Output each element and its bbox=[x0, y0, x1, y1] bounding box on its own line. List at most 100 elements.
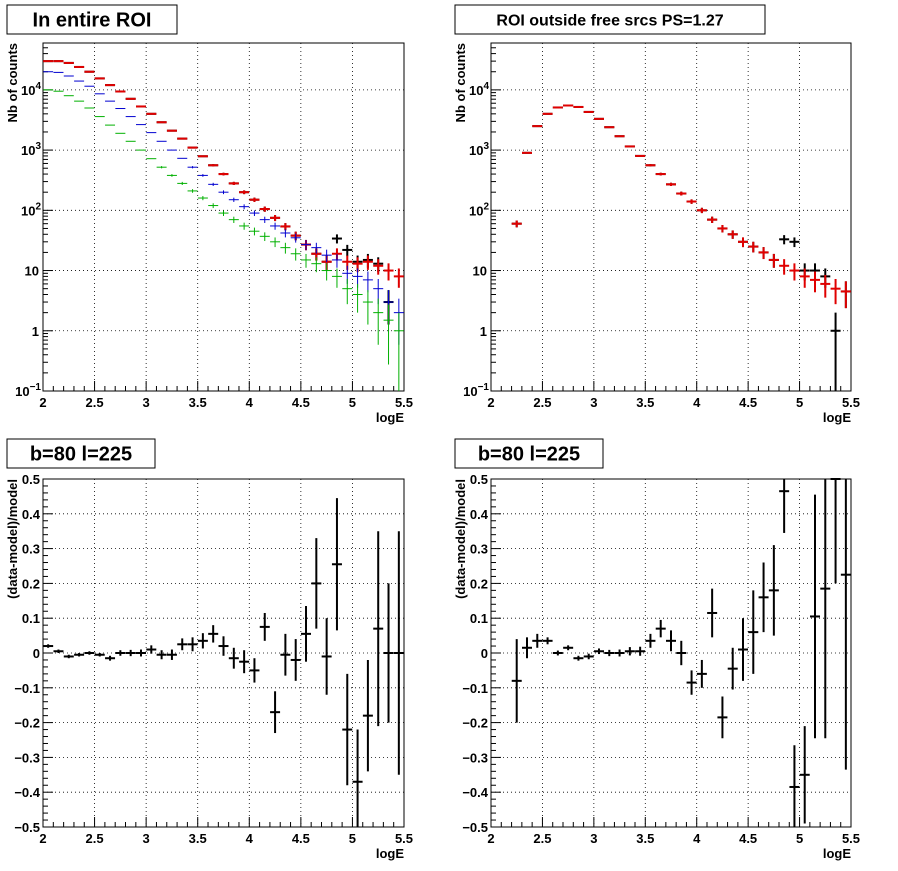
chart-title-box bbox=[454, 438, 604, 469]
data-point bbox=[583, 653, 594, 660]
x-tick-label: 5.5 bbox=[842, 395, 860, 410]
data-point bbox=[666, 182, 676, 186]
y-tick-label: −0.1 bbox=[462, 681, 488, 696]
x-tick-label: 5.5 bbox=[395, 831, 413, 846]
y-tick-label: −0.4 bbox=[462, 785, 488, 800]
data-point bbox=[228, 216, 239, 223]
data-point bbox=[270, 237, 281, 248]
data-point bbox=[840, 479, 851, 770]
x-tick-label: 4 bbox=[246, 831, 254, 846]
data-series-1 bbox=[43, 498, 404, 827]
y-axis-label: (data-model)/model bbox=[5, 479, 20, 599]
y-tick-label: 0.4 bbox=[22, 507, 41, 522]
data-point bbox=[758, 562, 769, 633]
x-tick-label: 3.5 bbox=[189, 831, 207, 846]
data-point bbox=[311, 257, 322, 273]
data-point bbox=[105, 655, 116, 661]
data-point bbox=[645, 164, 656, 167]
data-point bbox=[604, 649, 615, 657]
data-point bbox=[645, 633, 656, 648]
data-point bbox=[331, 253, 342, 268]
data-point bbox=[270, 214, 281, 222]
data-point bbox=[779, 479, 790, 533]
data-point bbox=[373, 259, 384, 275]
chart-title: b=80 l=225 bbox=[30, 444, 132, 466]
data-point bbox=[768, 545, 779, 636]
data-point bbox=[218, 172, 229, 176]
data-point bbox=[187, 166, 198, 169]
data-point bbox=[352, 729, 363, 827]
grid-lines bbox=[491, 43, 851, 391]
data-point bbox=[249, 197, 260, 202]
data-point bbox=[799, 268, 810, 288]
data-point bbox=[373, 298, 384, 345]
x-tick-label: 2 bbox=[487, 831, 494, 846]
data-point bbox=[696, 207, 707, 214]
data-point bbox=[758, 247, 769, 260]
data-point bbox=[270, 222, 281, 230]
data-point bbox=[373, 531, 384, 727]
y-axis-label: Nb of counts bbox=[453, 43, 468, 122]
data-point bbox=[779, 259, 790, 275]
chart-panel-1: 2 2.5 3 3.5 4 4.5 5 5.5 10−1 1 10 102 103 104 logE Nb o… bbox=[5, 4, 413, 425]
data-point bbox=[707, 216, 718, 223]
data-point bbox=[74, 653, 85, 657]
y-tick-label: 104 bbox=[469, 81, 489, 98]
data-point bbox=[43, 644, 54, 648]
data-point bbox=[331, 498, 342, 631]
data-point bbox=[156, 166, 167, 169]
data-point bbox=[259, 612, 270, 641]
data-point bbox=[614, 649, 625, 657]
data-point bbox=[311, 538, 322, 629]
data-point bbox=[166, 649, 177, 660]
data-point bbox=[301, 606, 312, 662]
data-point bbox=[239, 650, 250, 674]
data-point bbox=[280, 242, 291, 254]
data-point bbox=[820, 274, 831, 298]
y-tick-label: 0.1 bbox=[22, 611, 40, 626]
x-tick-label: 4 bbox=[246, 395, 254, 410]
data-point bbox=[331, 268, 342, 288]
data-point bbox=[321, 249, 332, 263]
y-tick-label: 10 bbox=[473, 264, 487, 279]
data-point bbox=[666, 630, 676, 652]
x-tick-label: 3.5 bbox=[189, 395, 207, 410]
data-point bbox=[187, 637, 198, 652]
data-point bbox=[748, 241, 759, 253]
chart-title: b=80 l=225 bbox=[478, 444, 580, 466]
data-point bbox=[135, 649, 146, 657]
data-point bbox=[362, 271, 373, 293]
data-point bbox=[342, 244, 353, 257]
x-tick-label: 2 bbox=[487, 395, 494, 410]
data-point bbox=[249, 658, 260, 683]
data-point bbox=[810, 271, 820, 293]
data-point bbox=[522, 637, 532, 659]
chart-title-box bbox=[6, 4, 178, 35]
data-point bbox=[738, 618, 748, 681]
data-point bbox=[228, 197, 239, 202]
data-point bbox=[197, 633, 208, 649]
data-point bbox=[676, 640, 687, 666]
data-point bbox=[383, 583, 394, 723]
y-tick-label: 0.3 bbox=[470, 542, 488, 557]
data-point bbox=[686, 670, 697, 695]
data-point bbox=[655, 172, 666, 176]
data-point bbox=[696, 659, 707, 688]
y-tick-label: 0.5 bbox=[470, 472, 488, 487]
data-point bbox=[789, 263, 800, 281]
y-tick-label: −0.3 bbox=[462, 750, 488, 765]
data-point bbox=[393, 268, 404, 288]
x-tick-label: 3 bbox=[143, 395, 150, 410]
x-tick-label: 2.5 bbox=[533, 395, 551, 410]
y-tick-label: 0 bbox=[481, 646, 488, 661]
data-point bbox=[290, 248, 301, 261]
data-point bbox=[352, 283, 363, 313]
data-point bbox=[259, 206, 270, 212]
data-point bbox=[383, 263, 394, 281]
data-point bbox=[624, 647, 635, 656]
data-point bbox=[830, 478, 841, 584]
data-point bbox=[342, 673, 353, 786]
data-point bbox=[259, 232, 270, 242]
x-tick-label: 4.5 bbox=[739, 395, 757, 410]
data-point bbox=[748, 590, 759, 674]
